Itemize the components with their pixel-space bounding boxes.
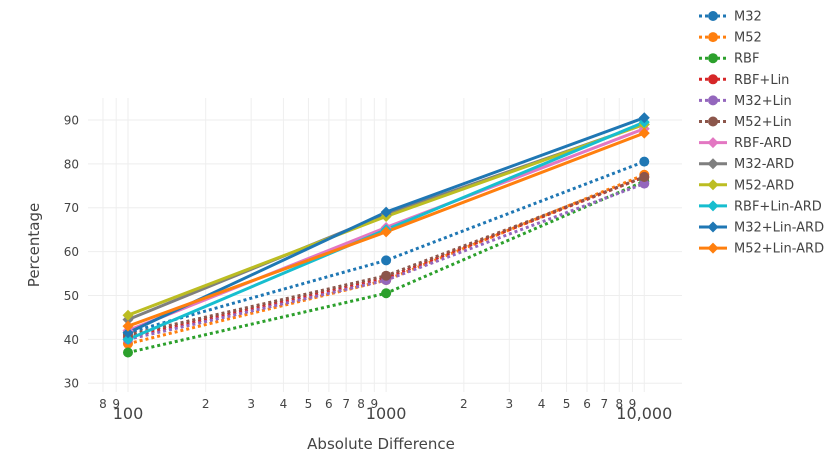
data-point	[122, 333, 134, 345]
legend-item[interactable]: RBF	[699, 52, 759, 67]
legend[interactable]: M32 M52 RBF RBF+Lin M32+Lin M52+Lin RBF-ARD M32…	[699, 10, 824, 257]
x-axis-title: Absolute Difference	[307, 435, 455, 453]
legend-marker	[708, 74, 718, 85]
legend-label: RBF	[734, 52, 759, 67]
legend-item[interactable]: M32	[699, 10, 762, 25]
y-tick-label: 50	[64, 289, 79, 303]
x-minor-tick-label: 4	[280, 397, 288, 411]
x-minor-tick-label: 8	[615, 397, 623, 411]
data-point	[381, 270, 392, 281]
legend-marker	[708, 32, 718, 43]
legend-label: M52-ARD	[734, 178, 794, 193]
x-minor-tick-label: 3	[247, 397, 255, 411]
data-point	[122, 347, 133, 358]
data-point	[122, 309, 134, 321]
y-axis-ticks: 30 40 50 60 70 80 90	[64, 113, 79, 390]
legend-item[interactable]: M52+Lin-ARD	[699, 242, 824, 257]
x-minor-tick-label: 4	[538, 397, 546, 411]
grid-lines	[88, 98, 682, 392]
x-major-tick-label: 10,000	[616, 404, 672, 423]
x-minor-tick-label: 5	[305, 397, 313, 411]
y-axis-title: Percentage	[25, 203, 43, 287]
series-markers	[122, 112, 650, 358]
legend-item[interactable]: RBF+Lin	[699, 73, 789, 88]
legend-item[interactable]: M52+Lin	[699, 115, 792, 130]
y-tick-label: 70	[64, 201, 79, 215]
legend-item[interactable]: M32-ARD	[699, 157, 794, 172]
legend-label: M52+Lin-ARD	[734, 242, 824, 257]
x-minor-tick-label: 9	[112, 397, 120, 411]
data-point	[639, 156, 650, 167]
x-minor-tick-label: 3	[505, 397, 513, 411]
x-minor-tick-label: 6	[583, 397, 591, 411]
legend-label: M32-ARD	[734, 157, 794, 172]
legend-item[interactable]: M32+Lin-ARD	[699, 221, 824, 236]
legend-marker	[707, 221, 719, 233]
x-minor-tick-label: 7	[342, 397, 350, 411]
y-tick-label: 90	[64, 113, 79, 127]
legend-item[interactable]: M52	[699, 31, 762, 46]
y-tick-label: 40	[64, 333, 79, 347]
legend-item[interactable]: RBF-ARD	[699, 136, 792, 151]
x-major-tick-label: 1000	[366, 404, 407, 423]
x-minor-tick-label: 2	[460, 397, 468, 411]
x-minor-tick-label: 8	[357, 397, 365, 411]
legend-marker	[708, 95, 718, 106]
series-line-M32	[127, 160, 645, 335]
legend-marker	[707, 179, 719, 191]
legend-label: M52	[734, 31, 762, 46]
x-minor-tick-label: 5	[563, 397, 571, 411]
legend-marker	[708, 116, 718, 127]
legend-label: RBF+Lin	[734, 73, 789, 88]
legend-marker	[707, 158, 719, 170]
y-tick-label: 60	[64, 245, 79, 259]
legend-item[interactable]: M52-ARD	[699, 178, 794, 193]
legend-marker	[707, 200, 719, 212]
data-point	[381, 255, 392, 266]
data-point	[639, 171, 650, 182]
x-minor-tick-label: 9	[629, 397, 637, 411]
y-tick-label: 80	[64, 157, 79, 171]
data-point	[122, 327, 134, 339]
data-point	[380, 226, 392, 238]
legend-marker	[708, 53, 718, 64]
legend-label: M32+Lin	[734, 94, 792, 109]
legend-label: M32	[734, 10, 762, 25]
legend-label: RBF+Lin-ARD	[734, 199, 822, 214]
legend-item[interactable]: M32+Lin	[699, 94, 792, 109]
legend-marker	[707, 137, 719, 149]
x-major-tick-label: 100	[113, 404, 144, 423]
legend-marker	[707, 242, 719, 254]
x-minor-tick-label: 7	[600, 397, 608, 411]
x-minor-tick-label: 2	[202, 397, 210, 411]
data-point	[638, 112, 650, 124]
x-minor-tick-label: 9	[371, 397, 379, 411]
x-minor-tick-label: 6	[325, 397, 333, 411]
data-point	[381, 288, 392, 299]
legend-label: RBF-ARD	[734, 136, 792, 151]
legend-label: M32+Lin-ARD	[734, 221, 824, 236]
legend-label: M52+Lin	[734, 115, 792, 130]
y-tick-label: 30	[64, 377, 79, 391]
data-point	[122, 320, 134, 332]
data-point	[638, 127, 650, 139]
x-minor-tick-label: 8	[99, 397, 107, 411]
legend-marker	[708, 11, 718, 21]
legend-item[interactable]: RBF+Lin-ARD	[699, 199, 822, 214]
data-point	[380, 206, 392, 218]
